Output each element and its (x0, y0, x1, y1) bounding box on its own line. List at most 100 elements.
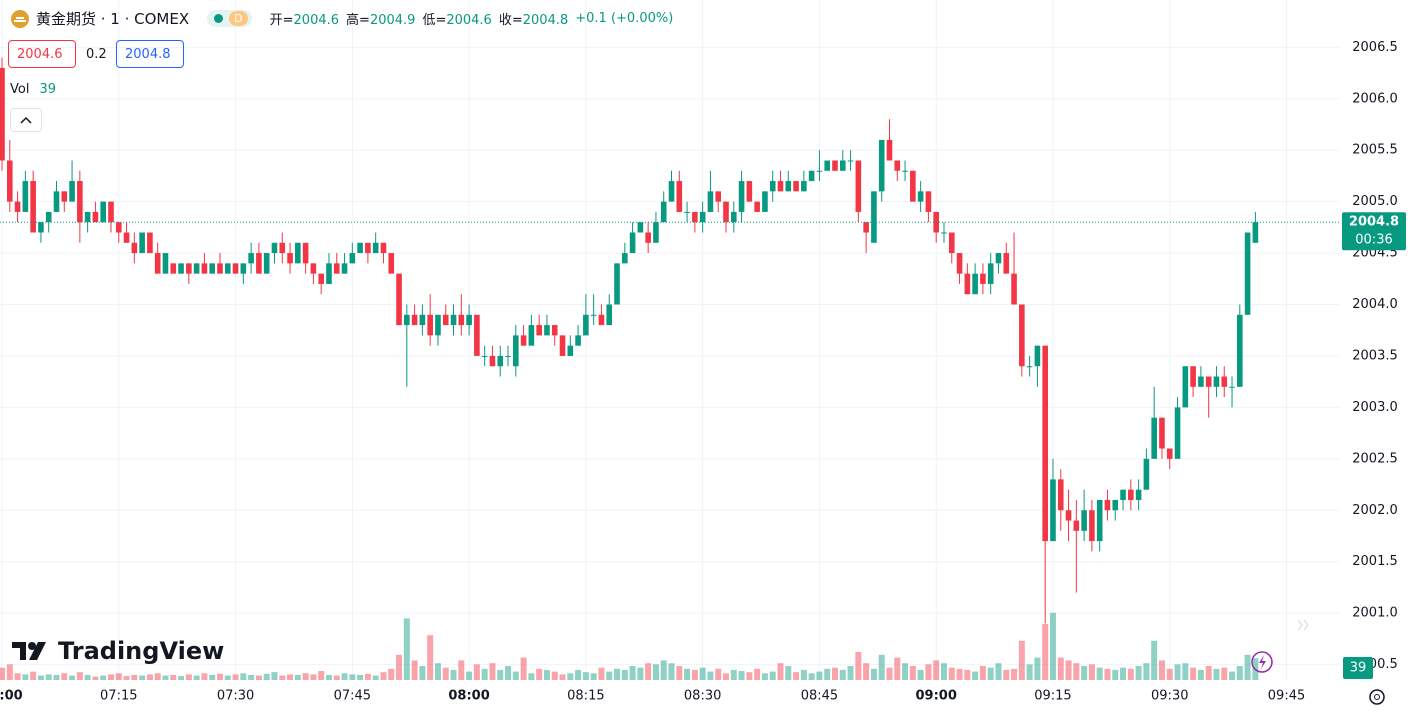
volume-bar (30, 671, 37, 680)
volume-bar (1143, 663, 1150, 680)
candle-body (365, 242, 371, 254)
volume-bar (948, 667, 955, 680)
candle-body (1166, 448, 1173, 459)
x-tick-label: 08:30 (684, 689, 721, 704)
candle-body (170, 263, 177, 274)
candle-body (668, 181, 675, 202)
label: 收= (498, 13, 523, 28)
volume-bar (699, 667, 706, 680)
candle-body (1182, 366, 1189, 408)
volume-bar (793, 672, 800, 680)
volume-bar (1088, 664, 1095, 680)
value: 2004.8 (522, 13, 569, 28)
candle-body (318, 273, 324, 284)
volume-bar (652, 664, 659, 680)
volume-bar (1236, 666, 1243, 680)
volume-bar (567, 673, 574, 680)
candle-body (295, 242, 301, 264)
candle-body (201, 263, 208, 274)
volume-bar (582, 672, 589, 680)
x-tick-label: 09:15 (1034, 689, 1071, 704)
candle-body (186, 263, 192, 274)
candle-body (466, 314, 472, 326)
value: 2004.6 (293, 13, 340, 28)
candle-body (458, 314, 465, 326)
volume-bar (185, 674, 192, 680)
volume-bar (497, 669, 504, 680)
header: 黄金期货 · 1 · COMEX D 开=2004.6 高=2004.9 低=2… (10, 8, 680, 29)
candle-body (115, 222, 122, 233)
candle-body (738, 181, 745, 212)
candle-body (637, 222, 644, 233)
label: Vol (10, 82, 30, 97)
candle-body (100, 201, 107, 223)
candle-body (567, 345, 574, 356)
volume-bar (271, 672, 278, 680)
volume-bar (808, 673, 815, 680)
candle-body (45, 211, 52, 223)
candle-body (730, 211, 737, 223)
candle-body (964, 273, 971, 295)
volume-bar (1244, 654, 1251, 680)
ohlc-change: +0.1 (+0.00%) (575, 11, 674, 26)
x-tick-label: 08:00 (448, 689, 489, 704)
volume-bar (131, 674, 138, 680)
candle-body (715, 191, 722, 202)
brand-text: TradingView (58, 637, 225, 665)
volume-bar (310, 674, 317, 680)
volume-bar (287, 674, 294, 680)
replay-icon (1251, 651, 1273, 673)
candle-body (707, 191, 714, 212)
candle-body (1073, 520, 1080, 531)
candle-body (14, 201, 21, 212)
candle-body (1065, 510, 1072, 521)
volume-bar (14, 673, 21, 680)
volume-bar (466, 671, 473, 680)
status-badge[interactable]: D (207, 10, 252, 27)
volume-bar (1135, 666, 1142, 680)
candle-body (240, 263, 247, 274)
volume-bar (450, 669, 457, 680)
brand-logo: TradingView (12, 637, 224, 665)
candle-body (419, 314, 426, 326)
volume-bar (37, 675, 44, 680)
candle-body (310, 263, 317, 274)
volume-bar (730, 669, 737, 680)
volume-bar (902, 663, 909, 680)
candle-body (855, 160, 862, 212)
delay-badge: D (229, 11, 248, 26)
volume-bar (847, 666, 854, 680)
candle-body (442, 314, 449, 326)
brand-mark (12, 642, 46, 660)
chevron (20, 116, 32, 124)
sell-button[interactable]: 2004.6 (8, 40, 76, 68)
candle-body (61, 191, 68, 202)
ohlc-high: 高=2004.9 (346, 9, 415, 28)
collapse-button[interactable] (10, 108, 42, 132)
volume-bar (528, 673, 535, 680)
candle-body (808, 170, 815, 182)
candle-body (777, 181, 784, 192)
volume-bar (543, 669, 550, 680)
volume-bar (769, 671, 776, 680)
volume-bar (536, 668, 543, 680)
candle-body (910, 170, 916, 202)
candle-body (692, 211, 698, 223)
volume-bar (870, 668, 877, 680)
volume-bar (520, 657, 527, 680)
candle-body (1190, 366, 1196, 387)
volume-bar (1158, 660, 1165, 680)
volume-bar (263, 673, 270, 680)
volume-bar (294, 674, 301, 680)
candle-body (279, 242, 286, 254)
candle-body (193, 263, 200, 274)
candle-body (956, 253, 963, 274)
y-tick-label: 2003.5 (1352, 348, 1398, 363)
volume-bar (1096, 667, 1103, 680)
candle-body (1011, 273, 1017, 305)
candle-body (1042, 345, 1048, 542)
buy-button[interactable]: 2004.8 (116, 40, 184, 68)
volume-badge (1343, 657, 1373, 679)
volume-bar (598, 667, 605, 680)
